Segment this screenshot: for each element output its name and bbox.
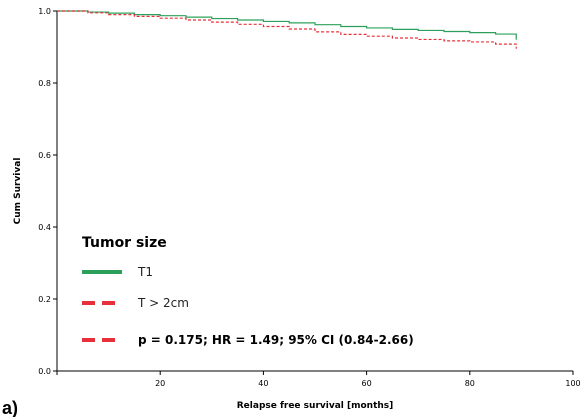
y-axis-title: Cum Survival: [13, 158, 23, 225]
series-line-t1: [57, 10, 517, 40]
legend: Tumor size T1 T > 2cm p = 0.175; HR = 1.…: [82, 235, 414, 347]
series-line-t2cm: [57, 10, 517, 49]
x-tick-label: 100: [565, 379, 580, 388]
series-lines: [57, 10, 517, 49]
panel-label: a): [2, 398, 18, 417]
stats-annotation: p = 0.175; HR = 1.49; 95% CI (0.84-2.66): [138, 333, 414, 347]
y-tick-label: 0.8: [38, 79, 51, 88]
legend-label-t2cm: T > 2cm: [137, 296, 189, 310]
y-ticks: 0.0 0.2 0.4 0.6 0.8 1.0: [38, 7, 57, 376]
x-ticks: 20 40 60 80 100: [56, 371, 581, 388]
y-tick-label: 0.4: [38, 223, 51, 232]
y-tick-label: 0.0: [38, 367, 51, 376]
y-tick-label: 0.6: [38, 151, 51, 160]
legend-label-t1: T1: [137, 265, 153, 279]
x-tick-label: 20: [155, 379, 165, 388]
x-tick-label: 40: [258, 379, 268, 388]
y-tick-label: 0.2: [38, 295, 51, 304]
x-axis-title: Relapse free survival [months]: [237, 401, 394, 411]
x-tick-label: 60: [362, 379, 372, 388]
x-tick-label: 80: [465, 379, 475, 388]
legend-title: Tumor size: [82, 235, 167, 251]
y-tick-label: 1.0: [38, 7, 51, 16]
